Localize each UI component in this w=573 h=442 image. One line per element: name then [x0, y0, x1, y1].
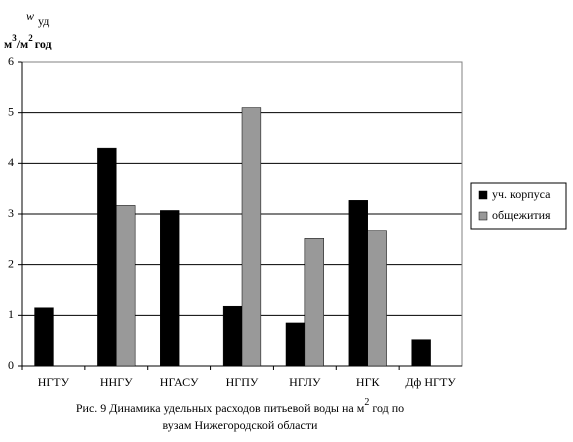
x-tick-label: НГПУ: [226, 375, 259, 389]
caption-part: год по: [369, 401, 404, 415]
y-tick-label: 1: [8, 307, 14, 321]
unit-part: 2: [28, 33, 33, 43]
legend-label: общежития: [492, 208, 551, 222]
bar: [285, 322, 306, 367]
bar: [348, 200, 368, 367]
legend-swatch: [478, 190, 488, 200]
y-label-unit: м3/м2 год: [4, 33, 52, 51]
x-tick-label: НГАСУ: [160, 375, 199, 389]
y-tick-label: 4: [8, 155, 14, 169]
bar: [222, 305, 243, 367]
legend-box: [470, 182, 567, 230]
y-tick-label: 3: [8, 206, 14, 220]
caption: Рис. 9 Динамика удельных расходов питьев…: [76, 397, 404, 414]
bar: [34, 307, 54, 367]
y-tick-label: 6: [8, 54, 14, 68]
x-tick-label: НГТУ: [38, 375, 70, 389]
bar: [116, 205, 136, 367]
y-tick-label: 2: [8, 256, 14, 270]
unit-part: /м: [16, 37, 29, 51]
x-tick-label: Дф НГТУ: [405, 375, 456, 389]
bar: [304, 238, 324, 367]
legend-swatch: [478, 211, 488, 221]
unit-part: год: [35, 37, 52, 51]
x-tick-label: ННГУ: [100, 375, 133, 389]
x-tick-label: НГЛУ: [289, 375, 321, 389]
bar: [411, 339, 431, 367]
caption: вузам Нижегородской области: [163, 418, 319, 432]
x-tick-label: НГК: [356, 375, 381, 389]
y-tick-label: 5: [8, 104, 14, 118]
bar: [97, 147, 117, 367]
bar: [367, 230, 387, 367]
legend-label: уч. корпуса: [492, 187, 551, 201]
bar: [241, 107, 262, 367]
bar: [160, 210, 180, 367]
unit-part: м: [4, 37, 12, 51]
y-label-subscript: уд: [38, 14, 49, 28]
caption-part: 2: [364, 397, 369, 408]
caption-part: Рис. 9 Динамика удельных расходов питьев…: [76, 401, 365, 415]
unit-part: 3: [12, 33, 17, 43]
y-label-symbol: w: [26, 9, 34, 23]
y-tick-label: 0: [8, 358, 14, 372]
